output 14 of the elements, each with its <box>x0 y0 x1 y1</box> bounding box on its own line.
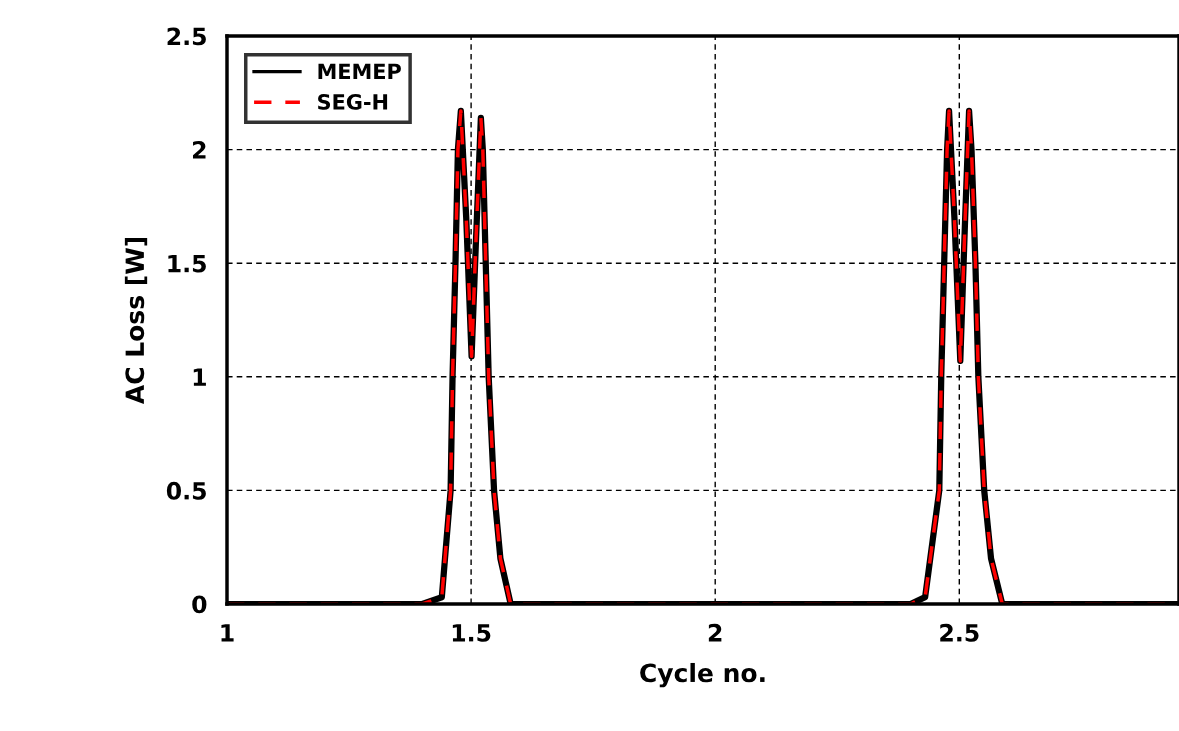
y-tick-label: 1.5 <box>168 254 206 273</box>
x-tick-label: 1 <box>221 624 234 642</box>
legend-label: MEMEP <box>318 63 401 79</box>
y-tick-label: 2 <box>192 141 206 159</box>
x-tick-label: 2 <box>708 623 722 642</box>
legend-label: SEG-H <box>318 94 388 110</box>
y-tick-label: 0.5 <box>166 481 206 500</box>
y-tick-label: 2.5 <box>167 27 206 46</box>
x-axis-title: Cycle no. <box>640 662 765 688</box>
x-tick-label: 2.5 <box>940 623 979 642</box>
x-tick-label: 1.5 <box>452 624 491 642</box>
y-tick-label: 0 <box>192 595 207 614</box>
y-tick-label: 1 <box>193 368 206 386</box>
y-axis-title: AC Loss [W] <box>124 237 148 405</box>
